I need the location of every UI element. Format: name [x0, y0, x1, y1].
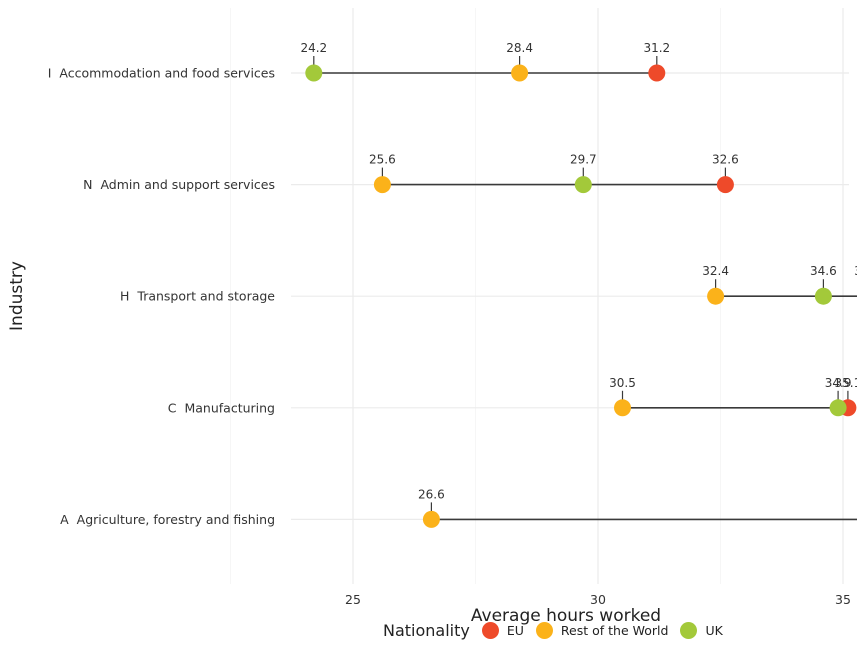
legend-item-uk: UK	[680, 621, 723, 639]
point-eu	[716, 176, 734, 194]
point-rest-of-the-world	[614, 399, 631, 417]
point-rest-of-the-world	[422, 510, 440, 528]
y-category-label: A Agriculture, forestry and fishing	[60, 512, 275, 527]
point-rest-of-the-world	[373, 176, 391, 194]
legend-swatch-eu	[481, 621, 499, 639]
data-label-rest-of-the-world: 25.6	[369, 153, 396, 167]
data-label-rest-of-the-world: 28.4	[506, 41, 533, 55]
data-label-eu: 35.1	[835, 376, 857, 390]
y-axis-title: Industry	[7, 261, 27, 331]
legend-label-rest-of-world: Rest of the World	[560, 622, 669, 638]
point-rest-of-the-world	[511, 64, 529, 82]
legend-label-uk: UK	[705, 622, 723, 638]
x-tick-label: 25	[345, 592, 361, 607]
legend-item-eu: EU	[481, 621, 524, 639]
data-label-uk: 29.7	[570, 153, 597, 167]
plot-marks: 31.2 28.4 24.2 32.6 25.6 29.7 35.5 32.4 34.6 35.1…	[300, 41, 857, 528]
data-label-eu: 32.6	[712, 153, 739, 167]
data-label-eu: 31.2	[643, 41, 670, 55]
point-eu	[648, 64, 666, 82]
point-uk	[829, 399, 847, 417]
y-category-label: I Accommodation and food services	[48, 66, 275, 81]
point-uk	[305, 64, 323, 82]
x-tick-label: 35	[835, 592, 851, 607]
point-uk	[814, 287, 832, 305]
x-tick-labels: 2530354045	[345, 592, 851, 607]
legend-title: Nationality	[383, 620, 470, 640]
x-tick-label: 30	[590, 592, 606, 607]
data-label-uk: 34.6	[810, 264, 837, 278]
y-category-labels: I Accommodation and food services N Admin…	[48, 66, 276, 527]
data-label-rest-of-the-world: 32.4	[702, 264, 729, 278]
legend-swatch-uk	[680, 621, 698, 639]
point-uk	[574, 176, 592, 194]
data-label-rest-of-the-world: 30.5	[609, 376, 636, 390]
data-label-rest-of-the-world: 26.6	[418, 487, 445, 501]
data-label-uk: 24.2	[300, 41, 327, 55]
legend-item-rest-of-world: Rest of the World	[535, 621, 669, 639]
x-axis-title: Average hours worked	[471, 606, 661, 626]
y-category-label: H Transport and storage	[120, 289, 275, 304]
y-category-label: N Admin and support services	[83, 177, 275, 192]
y-category-label: C Manufacturing	[168, 400, 275, 415]
legend: Nationality EU Rest of the World UK	[383, 620, 735, 640]
legend-swatch-rest-of-world	[535, 621, 553, 639]
point-rest-of-the-world	[707, 287, 725, 305]
legend-label-eu: EU	[506, 622, 524, 638]
data-label-eu: 35.5	[854, 264, 857, 278]
data-label-uk: 34.9	[825, 376, 852, 390]
